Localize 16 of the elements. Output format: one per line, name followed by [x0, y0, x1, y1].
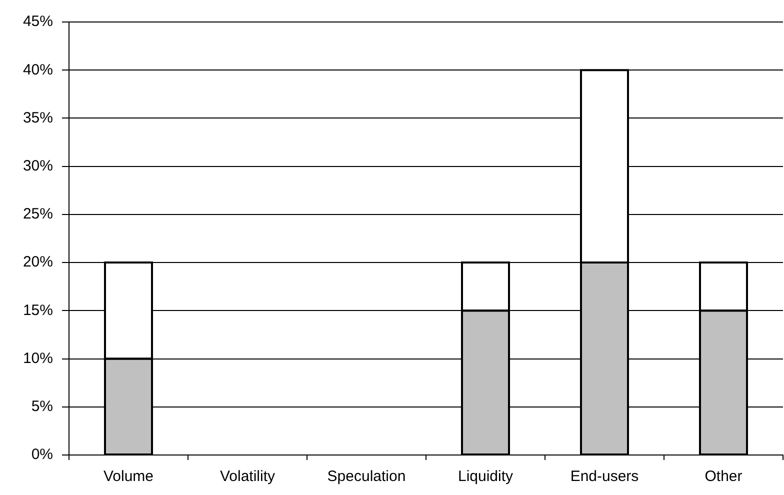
y-tick-label: 30%	[22, 157, 53, 174]
x-tick-label: Other	[704, 468, 742, 486]
y-tick-label: 15%	[22, 302, 53, 319]
y-tick-label: 5%	[31, 398, 53, 416]
x-tick-label: Speculation	[327, 468, 406, 486]
x-tick-label: Volume	[103, 468, 154, 486]
y-tick-label: 20%	[22, 254, 53, 271]
x-tick-label: End-users	[570, 468, 639, 486]
y-tick-label: 0%	[31, 446, 53, 464]
y-tick-label: 40%	[22, 61, 53, 78]
y-tick-label: 10%	[22, 350, 53, 367]
y-tick-label: 25%	[22, 206, 53, 223]
x-tick-label: Volatility	[220, 468, 276, 486]
x-tick-label: Liquidity	[458, 468, 514, 486]
y-tick-label: 45%	[22, 13, 53, 30]
y-tick-label: 35%	[22, 109, 53, 126]
